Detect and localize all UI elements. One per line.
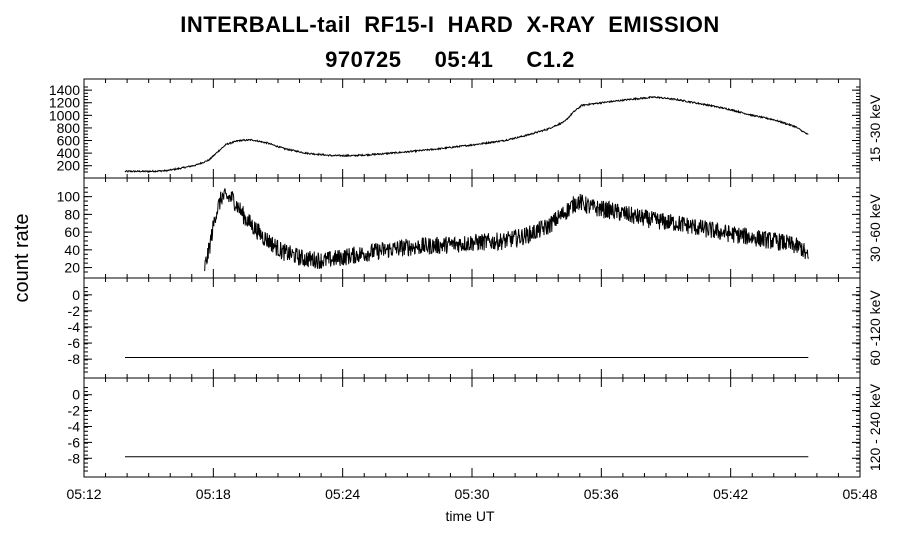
y-tick-label: 800 (57, 120, 81, 136)
x-tick-label: 05:36 (584, 486, 619, 502)
y-tick-label: 200 (57, 158, 81, 174)
x-tick-label: 05:12 (66, 486, 101, 502)
y-tick-label: 400 (57, 145, 81, 161)
panel-3: -8-6-4-20 60 -120 keV (68, 277, 883, 379)
y-tick-label: 40 (64, 242, 80, 258)
chart-title: INTERBALL-tail RF15-I HARD X-RAY EMISSIO… (180, 12, 720, 37)
x-axis-label: time UT (446, 508, 495, 524)
panel-4: -8-6-4-20 120 - 240 keV (68, 377, 883, 478)
x-tick-label: 05:24 (325, 486, 360, 502)
y-tick-label: -8 (68, 450, 81, 466)
panel-frame (83, 377, 861, 478)
x-tick-label: 05:48 (842, 486, 877, 502)
chart-subtitle: 970725 05:41 C1.2 (325, 47, 575, 72)
y-tick-label: -4 (68, 419, 81, 435)
y-tick-label: 100 (57, 189, 81, 205)
y-tick-label: -4 (68, 319, 81, 335)
y-tick-label: 1400 (49, 82, 80, 98)
panel-frame (83, 277, 861, 379)
x-tick-label: 05:42 (713, 486, 748, 502)
series-line (204, 188, 809, 272)
series-label: 15 -30 keV (867, 94, 883, 162)
y-tick-label: -2 (68, 303, 81, 319)
y-tick-label: -2 (68, 403, 81, 419)
y-tick-label: 1000 (49, 107, 80, 123)
y-tick-label: 600 (57, 133, 81, 149)
y-tick-label: 0 (72, 387, 80, 403)
y-axis-label: count rate (11, 214, 33, 303)
x-axis: 05:12 05:18 05:24 05:30 05:36 05:42 05:48 (66, 486, 877, 502)
y-tick-label: -6 (68, 434, 81, 450)
x-tick-label: 05:18 (196, 486, 231, 502)
y-tick-label: 80 (64, 206, 80, 222)
series-label: 60 -120 keV (867, 290, 883, 366)
y-tick-label: -8 (68, 351, 81, 367)
series-label: 120 - 240 keV (867, 383, 883, 471)
x-tick-label: 05:30 (454, 486, 489, 502)
series-label: 30 -60 keV (867, 193, 883, 261)
y-tick-label: 60 (64, 224, 80, 240)
series-line (124, 95, 809, 173)
y-tick-label: 1200 (49, 95, 80, 111)
y-tick-label: -6 (68, 335, 81, 351)
panel-frame (83, 177, 861, 279)
y-tick-label: 20 (64, 260, 80, 276)
y-tick-label: 0 (72, 287, 80, 303)
